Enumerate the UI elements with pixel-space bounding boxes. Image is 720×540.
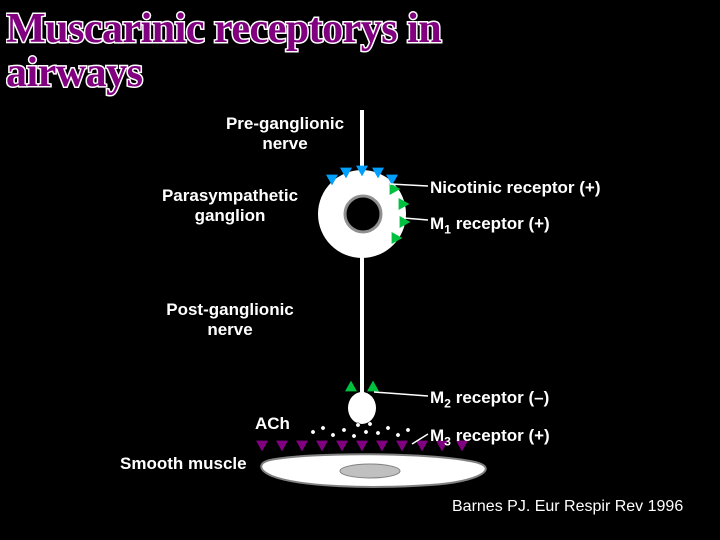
sub: 3 xyxy=(444,434,451,448)
svg-text:airways: airways xyxy=(6,50,143,96)
text: Smooth muscle xyxy=(120,454,247,473)
label-pre-ganglionic: Pre-ganglionic nerve xyxy=(210,114,360,154)
text2: nerve xyxy=(207,320,252,339)
text2: nerve xyxy=(262,134,307,153)
post: receptor (+) xyxy=(451,426,550,445)
pre: M xyxy=(430,214,444,233)
sub: 2 xyxy=(444,396,451,410)
label-parasympathetic-ganglion: Parasympathetic ganglion xyxy=(145,186,315,226)
slide-stage: Muscarinic receptorys in Muscarinic rece… xyxy=(0,0,720,540)
sub: 1 xyxy=(444,222,451,236)
label-nicotinic-receptor: Nicotinic receptor (+) xyxy=(430,178,601,198)
pre: M xyxy=(430,426,444,445)
citation: Barnes PJ. Eur Respir Rev 1996 xyxy=(452,498,683,516)
text: Post-ganglionic xyxy=(166,300,294,319)
svg-text:Muscarinic receptorys in: Muscarinic receptorys in xyxy=(6,6,441,52)
label-m3-receptor: M3 receptor (+) xyxy=(430,426,550,448)
slide-title: Muscarinic receptorys in Muscarinic rece… xyxy=(6,2,714,107)
label-m1-receptor: M1 receptor (+) xyxy=(430,214,550,236)
text: Parasympathetic xyxy=(162,186,298,205)
label-smooth-muscle: Smooth muscle xyxy=(120,454,247,474)
text: Pre-ganglionic xyxy=(226,114,344,133)
text: Barnes PJ. Eur Respir Rev 1996 xyxy=(452,498,683,515)
post: receptor (+) xyxy=(451,214,550,233)
post: receptor (–) xyxy=(451,388,549,407)
text: Nicotinic receptor (+) xyxy=(430,178,601,197)
text: ACh xyxy=(255,414,290,433)
text2: ganglion xyxy=(195,206,266,225)
title-svg: Muscarinic receptorys in Muscarinic rece… xyxy=(6,2,526,102)
pre: M xyxy=(430,388,444,407)
label-post-ganglionic: Post-ganglionic nerve xyxy=(150,300,310,340)
label-m2-receptor: M2 receptor (–) xyxy=(430,388,549,410)
label-ach: ACh xyxy=(255,414,290,434)
